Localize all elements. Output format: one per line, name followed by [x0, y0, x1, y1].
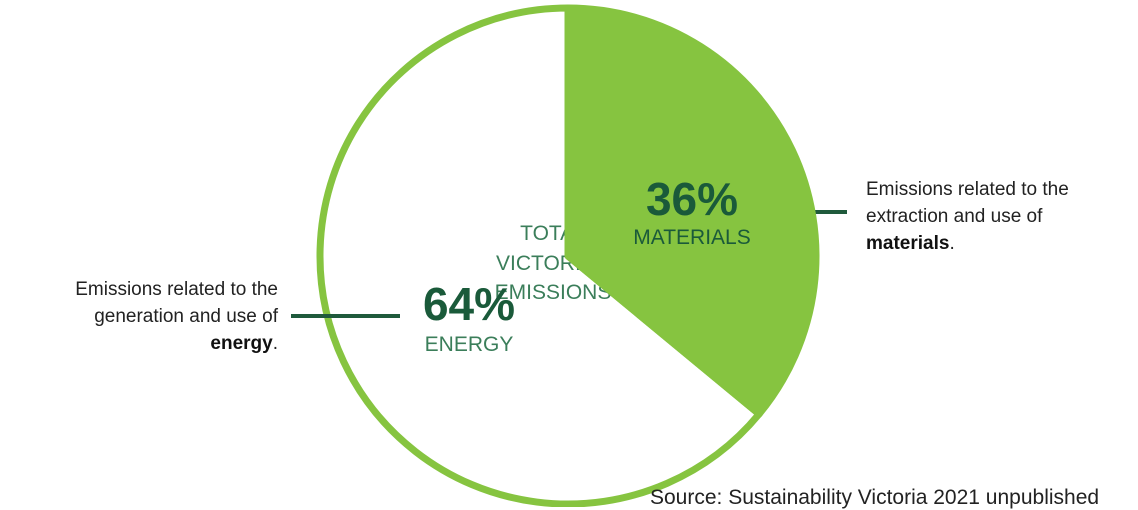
pie-slice-materials: [564, 4, 820, 418]
energy-annotation-suffix: .: [272, 333, 278, 354]
source-note: Source: Sustainability Victoria 2021 unp…: [650, 486, 1100, 509]
materials-slice-cover: [564, 4, 820, 418]
materials-annotation-line-2: extraction and use of: [866, 206, 1043, 227]
materials-annotation: Emissions related to the extraction and …: [866, 176, 1136, 257]
materials-percent-label: 36%: [646, 173, 738, 225]
energy-percent-label: 64%: [423, 278, 515, 330]
materials-annotation-suffix: .: [949, 233, 955, 254]
energy-annotation-line-1: Emissions related to the: [75, 279, 278, 300]
energy-annotation-line-2: generation and use of: [94, 306, 278, 327]
materials-annotation-bold: materials: [866, 233, 950, 254]
pie-slice-energy: [316, 4, 763, 507]
energy-annotation-bold: energy: [210, 333, 273, 354]
materials-category-label: MATERIALS: [633, 226, 750, 249]
energy-annotation: Emissions related to the generation and …: [0, 276, 278, 357]
materials-annotation-line-1: Emissions related to the: [866, 179, 1069, 200]
center-line-3: EMISSIONS: [495, 281, 612, 304]
energy-category-label: ENERGY: [425, 333, 514, 356]
energy-annotation-line-3: energy.: [0, 330, 278, 357]
materials-annotation-line-3: materials.: [866, 230, 1136, 257]
pie-slices: [316, 4, 763, 507]
